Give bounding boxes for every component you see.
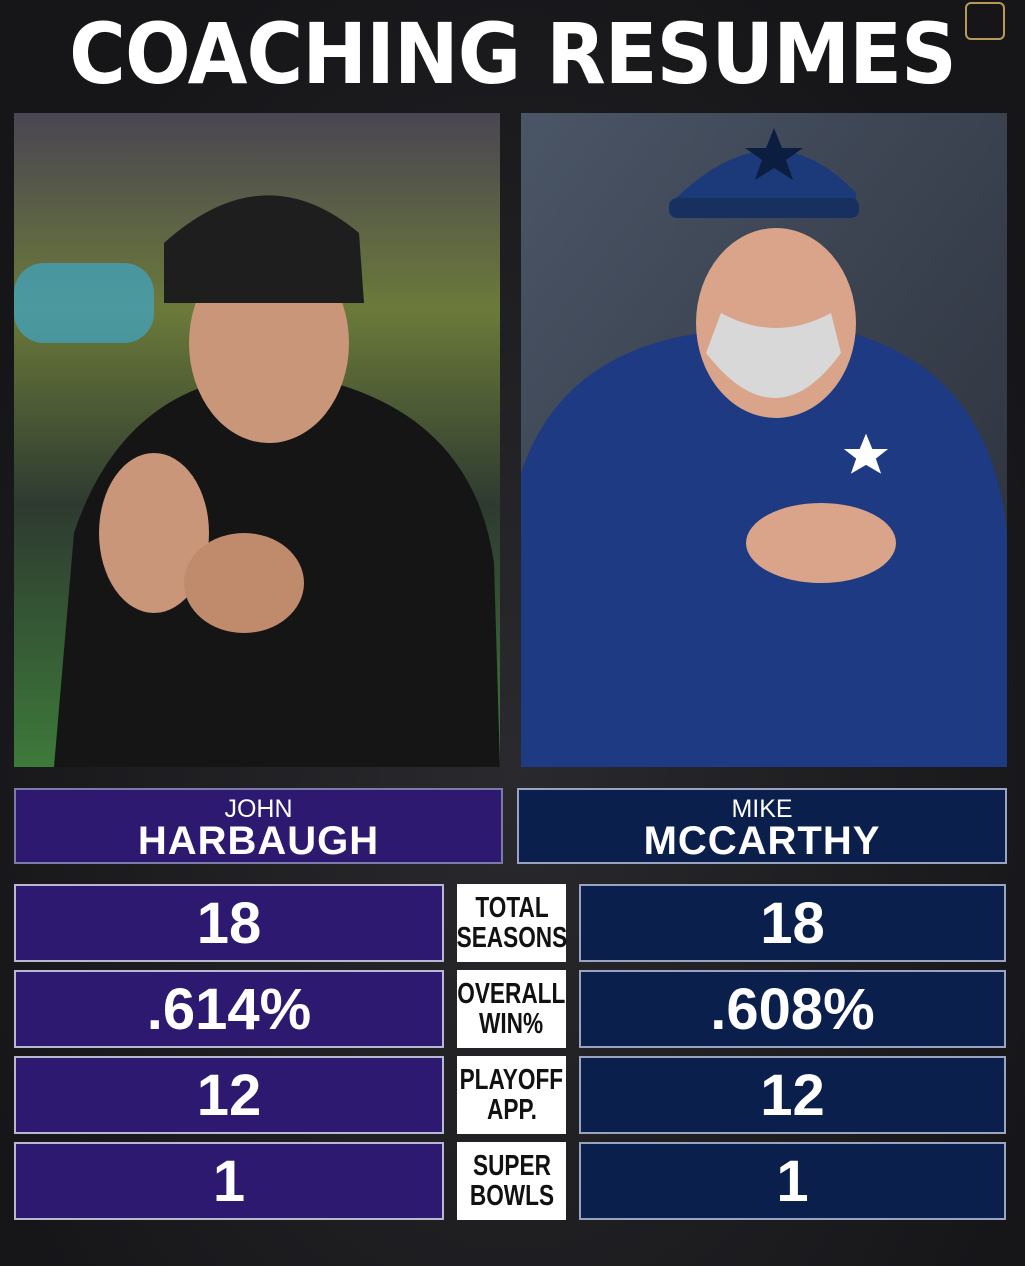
stat-value: 12: [579, 1056, 1006, 1134]
stat-label: TOTAL SEASONS: [456, 884, 567, 962]
stat-value: 18: [579, 884, 1006, 962]
coach-name: MIKE MCCARTHY: [517, 788, 1007, 864]
stat-label-line: WIN%: [479, 1008, 544, 1040]
stat-value: .614%: [14, 970, 444, 1048]
photo-art: [14, 113, 500, 767]
stat-value: 1: [14, 1142, 444, 1220]
stat-label-line: SEASONS: [456, 922, 567, 954]
stat-label-line: APP.: [486, 1094, 537, 1126]
stat-label-line: OVERALL: [457, 978, 566, 1010]
stat-label-line: PLAYOFF: [459, 1064, 564, 1096]
stat-label: PLAYOFF APP.: [457, 1056, 566, 1134]
first-name: JOHN: [224, 795, 293, 823]
last-name: MCCARTHY: [643, 819, 881, 863]
stat-value: 12: [14, 1056, 444, 1134]
last-name: HARBAUGH: [137, 819, 380, 863]
title: COACHING RESUMES: [69, 5, 957, 103]
logo: [965, 2, 1005, 40]
stat-label: OVERALL WIN%: [457, 970, 566, 1048]
coach-photo: [521, 113, 1007, 767]
stat-value: 18: [14, 884, 444, 962]
coach-name: JOHN HARBAUGH: [14, 788, 503, 864]
stat-label-line: BOWLS: [469, 1180, 554, 1212]
stat-label-line: TOTAL: [474, 892, 549, 924]
photo-art: [521, 113, 1007, 767]
stat-value: .608%: [579, 970, 1006, 1048]
stat-value: 1: [579, 1142, 1006, 1220]
coach-photo: [14, 113, 500, 767]
stat-label-line: SUPER: [472, 1150, 551, 1182]
first-name: MIKE: [731, 795, 793, 823]
stat-label: SUPER BOWLS: [457, 1142, 566, 1220]
